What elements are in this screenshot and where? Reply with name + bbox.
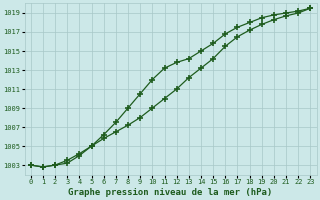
X-axis label: Graphe pression niveau de la mer (hPa): Graphe pression niveau de la mer (hPa) (68, 188, 273, 197)
